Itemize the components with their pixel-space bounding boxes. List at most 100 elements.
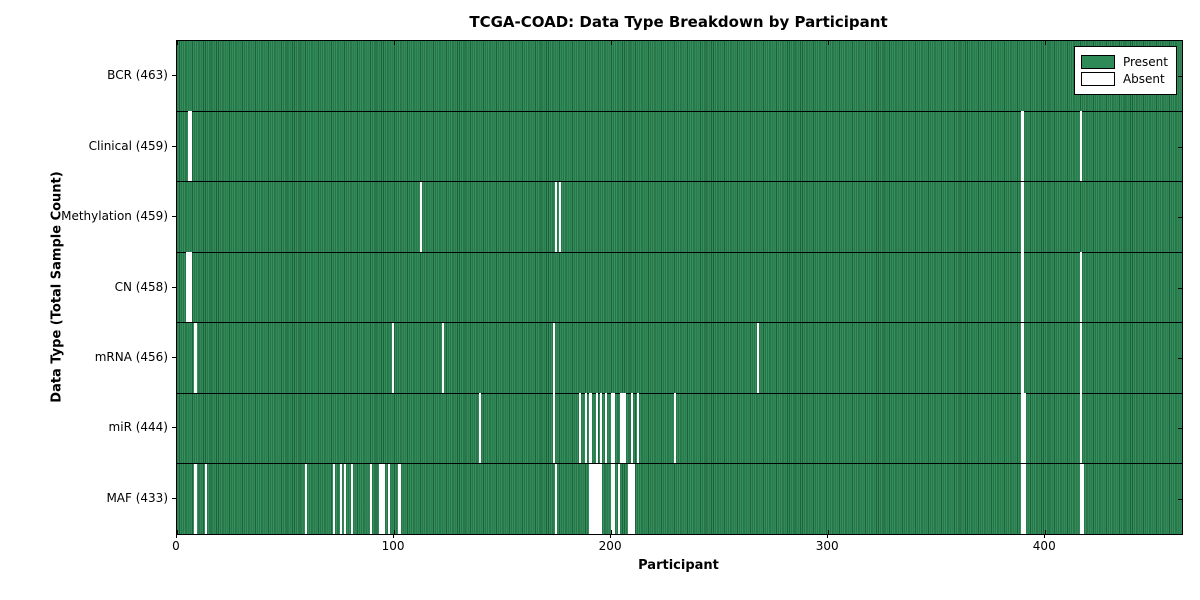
absent-stripe-Methylation [554,181,557,253]
absent-stripe-MAF [387,463,390,534]
absent-stripe-Methylation [559,181,562,253]
x-tick-mark [611,530,613,534]
absent-stripe-miR [1023,393,1026,464]
absent-stripe-miR [1021,393,1024,464]
absent-stripe-miR [595,393,599,464]
y-tick-mark [1178,357,1182,359]
legend-label-present: Present [1122,55,1168,69]
absent-stripe-MAF [554,463,557,534]
absent-stripe-MAF [381,463,384,534]
absent-stripe-CN [1079,252,1083,323]
y-tick-mark [1178,428,1182,430]
legend-label-absent: Absent [1122,72,1165,86]
x-tick-mark [176,534,177,538]
absent-stripe-miR [1079,393,1083,464]
absent-stripe-miR [619,393,622,464]
y-tick-mark [172,145,176,147]
present-bars-texture [177,41,1182,534]
x-tick-label: 200 [598,539,622,553]
absent-stripe-MAF [333,463,336,534]
legend-entry-present: Present [1080,55,1168,69]
x-axis-label: Participant [638,558,719,573]
y-tick-label: mRNA (456) [94,349,168,364]
absent-stripe-MAF [593,463,596,534]
absent-stripe-miR [478,393,481,464]
absent-stripe-miR [674,393,677,464]
y-tick-label: Methylation (459) [61,209,168,224]
absent-stripe-mRNA [1021,322,1024,394]
absent-stripe-MAF [344,463,347,534]
absent-stripe-Clinical [1021,111,1024,182]
x-tick-mark [177,41,178,45]
absent-stripe-miR [630,393,633,464]
absent-stripe-MAF [613,463,616,534]
chart-title: TCGA-COAD: Data Type Breakdown by Partic… [469,13,888,31]
absent-swatch [1080,72,1115,86]
legend-entry-absent: Absent [1080,72,1168,86]
y-tick-mark [172,75,176,77]
absent-stripe-Clinical [187,111,190,182]
absent-stripe-MAF [370,463,373,534]
row-separator [177,110,1182,112]
absent-stripe-MAF [378,463,382,534]
y-tick-mark [172,216,176,218]
absent-stripe-mRNA [194,322,197,394]
x-tick-mark [1044,534,1046,538]
x-tick-mark [177,530,178,534]
absent-stripe-miR [604,393,607,464]
x-tick-mark [827,534,829,538]
row-separator [177,181,1182,183]
absent-stripe-MAF [383,463,386,534]
legend: Present Absent [1073,46,1177,95]
absent-stripe-MAF [598,463,601,534]
absent-stripe-MAF [589,463,592,534]
absent-stripe-MAF [339,463,342,534]
y-axis-label: Data Type (Total Sample Count) [49,171,65,403]
absent-stripe-CN [190,252,193,323]
y-tick-mark [172,286,176,288]
absent-stripe-MAF [1021,463,1024,534]
x-tick-mark [394,530,396,534]
absent-stripe-Clinical [1079,111,1083,182]
y-tick-label: Clinical (459) [88,138,168,153]
absent-stripe-miR [621,393,625,464]
x-tick-mark [828,41,830,45]
absent-stripe-MAF [611,463,614,534]
absent-stripe-CN [185,252,188,323]
absent-stripe-MAF [1023,463,1026,534]
absent-stripe-miR [611,393,614,464]
absent-stripe-MAF [205,463,208,534]
absent-stripe-MAF [398,463,401,534]
absent-stripe-miR [578,393,581,464]
absent-stripe-MAF [194,463,197,534]
absent-stripe-MAF [1079,463,1083,534]
x-tick-mark [611,41,613,45]
y-tick-label: CN (458) [114,279,168,294]
absent-stripe-miR [600,393,603,464]
x-tick-label: 300 [815,539,839,553]
absent-stripe-CN [1021,252,1024,323]
y-tick-mark [1178,498,1182,500]
x-tick-mark [1045,41,1047,45]
absent-stripe-miR [624,393,627,464]
row-separator [177,251,1182,253]
y-tick-label: miR (444) [108,420,168,435]
absent-stripe-mRNA [1079,322,1083,394]
y-tick-mark [1178,287,1182,289]
absent-stripe-miR [585,393,588,464]
absent-stripe-MAF [1082,463,1085,534]
x-tick-label: 400 [1032,539,1056,553]
absent-stripe-MAF [632,463,635,534]
absent-stripe-MAF [350,463,353,534]
y-tick-mark [1178,146,1182,148]
y-tick-label: BCR (463) [107,68,168,83]
absent-stripe-MAF [305,463,308,534]
absent-stripe-MAF [617,463,620,534]
y-tick-mark [172,356,176,358]
x-tick-mark [393,534,395,538]
x-tick-mark [610,534,612,538]
absent-stripe-mRNA [441,322,444,394]
absent-stripe-MAF [600,463,603,534]
y-tick-mark [172,497,176,499]
absent-stripe-Methylation [1021,181,1024,253]
